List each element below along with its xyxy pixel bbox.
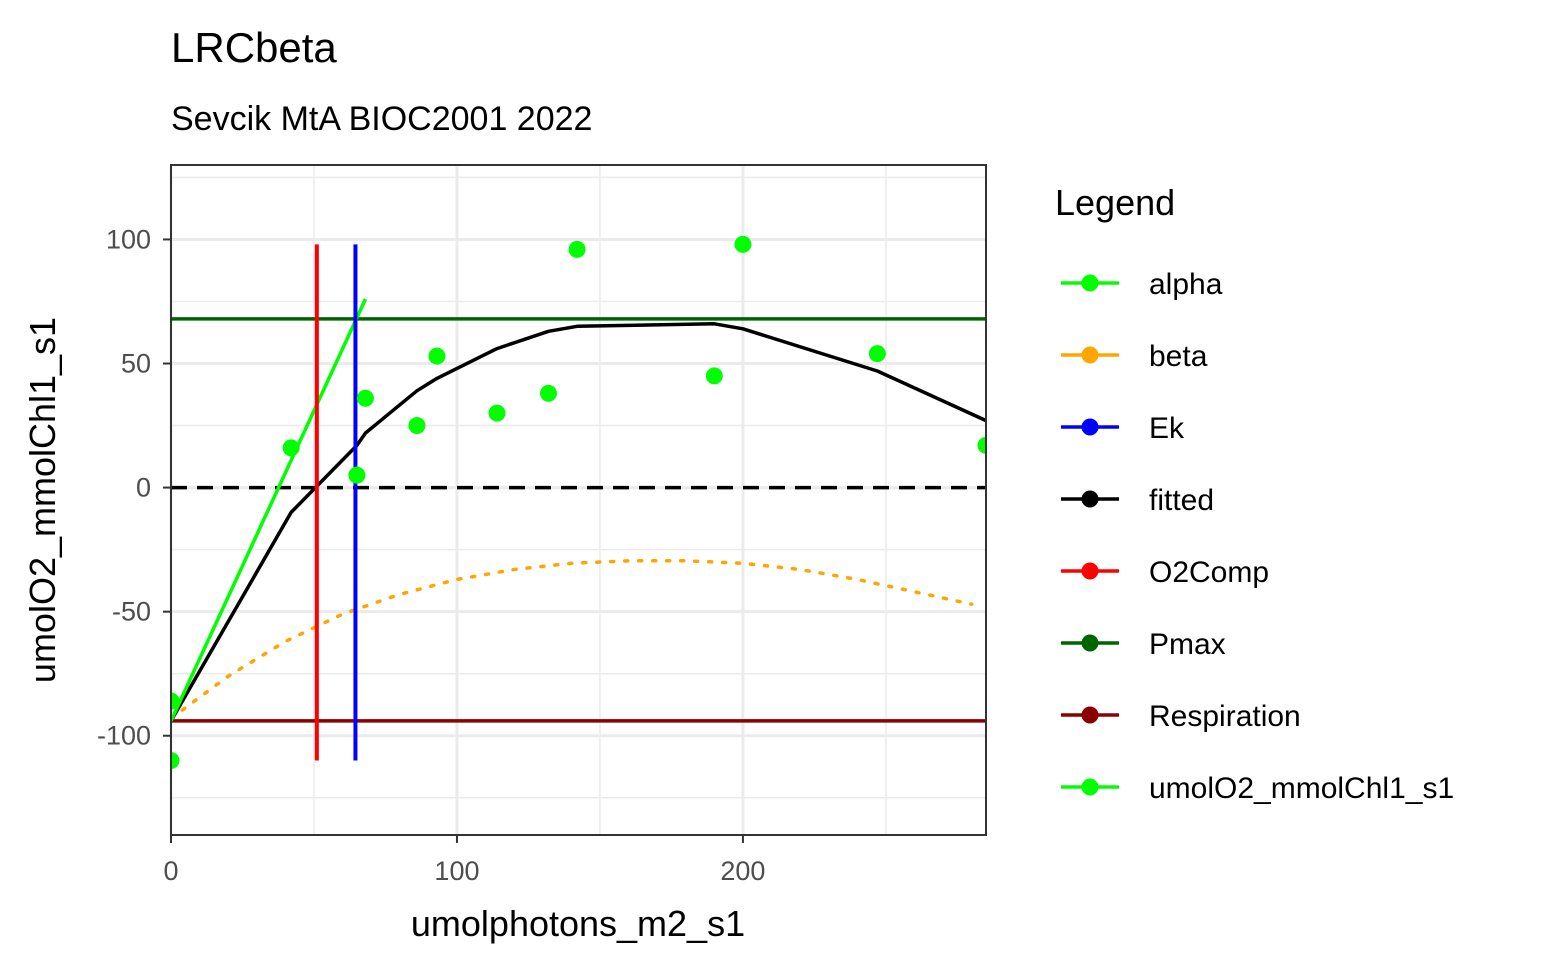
data-point [282,439,300,457]
legend-label: beta [1149,340,1208,373]
beta-line [171,559,974,721]
y-tick-label: -100 [97,721,151,751]
legend-item: O2Comp [1061,556,1269,589]
legend-item: fitted [1061,484,1214,517]
legend-key-point [1081,490,1099,508]
legend-key-point [1081,346,1099,364]
data-point [977,436,986,454]
legend-item: umolO2_mmolChl1_s1 [1061,772,1454,805]
data-point [171,752,180,770]
y-tick-label: -50 [112,597,151,627]
legend-label: O2Comp [1149,556,1269,589]
data-point [734,235,752,253]
x-tick-label: 200 [720,856,765,886]
data-point [539,384,557,402]
data-point [428,347,446,365]
data-point [488,404,506,422]
legend: Legend alpha beta Ek fitted O2Comp Pmax Respir… [1055,182,1454,805]
x-tick-label: 0 [163,856,178,886]
panel-border [170,164,987,836]
x-axis: 0 100 200 [163,835,765,886]
legend-label: fitted [1149,484,1214,517]
series-layer [171,235,986,770]
legend-key-point [1081,634,1099,652]
data-point [868,345,886,363]
legend-items: alpha beta Ek fitted O2Comp Pmax Respiration um… [1061,268,1454,805]
data-point [348,466,366,484]
legend-item: beta [1061,340,1208,373]
legend-label: Pmax [1149,628,1226,661]
legend-item: Ek [1061,412,1185,445]
data-point [705,367,723,385]
panel-background [171,165,986,835]
data-point [356,389,374,407]
legend-item: alpha [1061,268,1223,301]
legend-label: umolO2_mmolChl1_s1 [1149,772,1454,805]
y-tick-label: 50 [121,349,151,379]
legend-item: Pmax [1061,628,1226,661]
x-tick-label: 100 [434,856,479,886]
legend-key-point [1081,778,1099,796]
chart-subtitle: Sevcik MtA BIOC2001 2022 [171,100,592,138]
legend-label: alpha [1149,268,1223,301]
data-point [171,692,180,710]
plot-area [169,164,987,836]
legend-item: Respiration [1061,700,1301,733]
legend-key-point [1081,274,1099,292]
legend-title: Legend [1055,182,1175,223]
legend-label: Ek [1149,412,1185,445]
legend-label: Respiration [1149,700,1301,733]
y-tick-label: 0 [136,473,151,503]
legend-key-point [1081,562,1099,580]
x-axis-title: umolphotons_m2_s1 [411,903,745,944]
legend-key-point [1081,706,1099,724]
legend-key-point [1081,418,1099,436]
y-tick-label: 100 [106,224,151,254]
data-point [568,240,586,258]
y-axis: -100 -50 0 50 100 [97,224,171,751]
data-point [408,417,426,435]
alpha-line [171,298,368,722]
chart-title: LRCbeta [171,24,337,71]
y-axis-title: umolO2_mmolChl1_s1 [22,317,63,683]
